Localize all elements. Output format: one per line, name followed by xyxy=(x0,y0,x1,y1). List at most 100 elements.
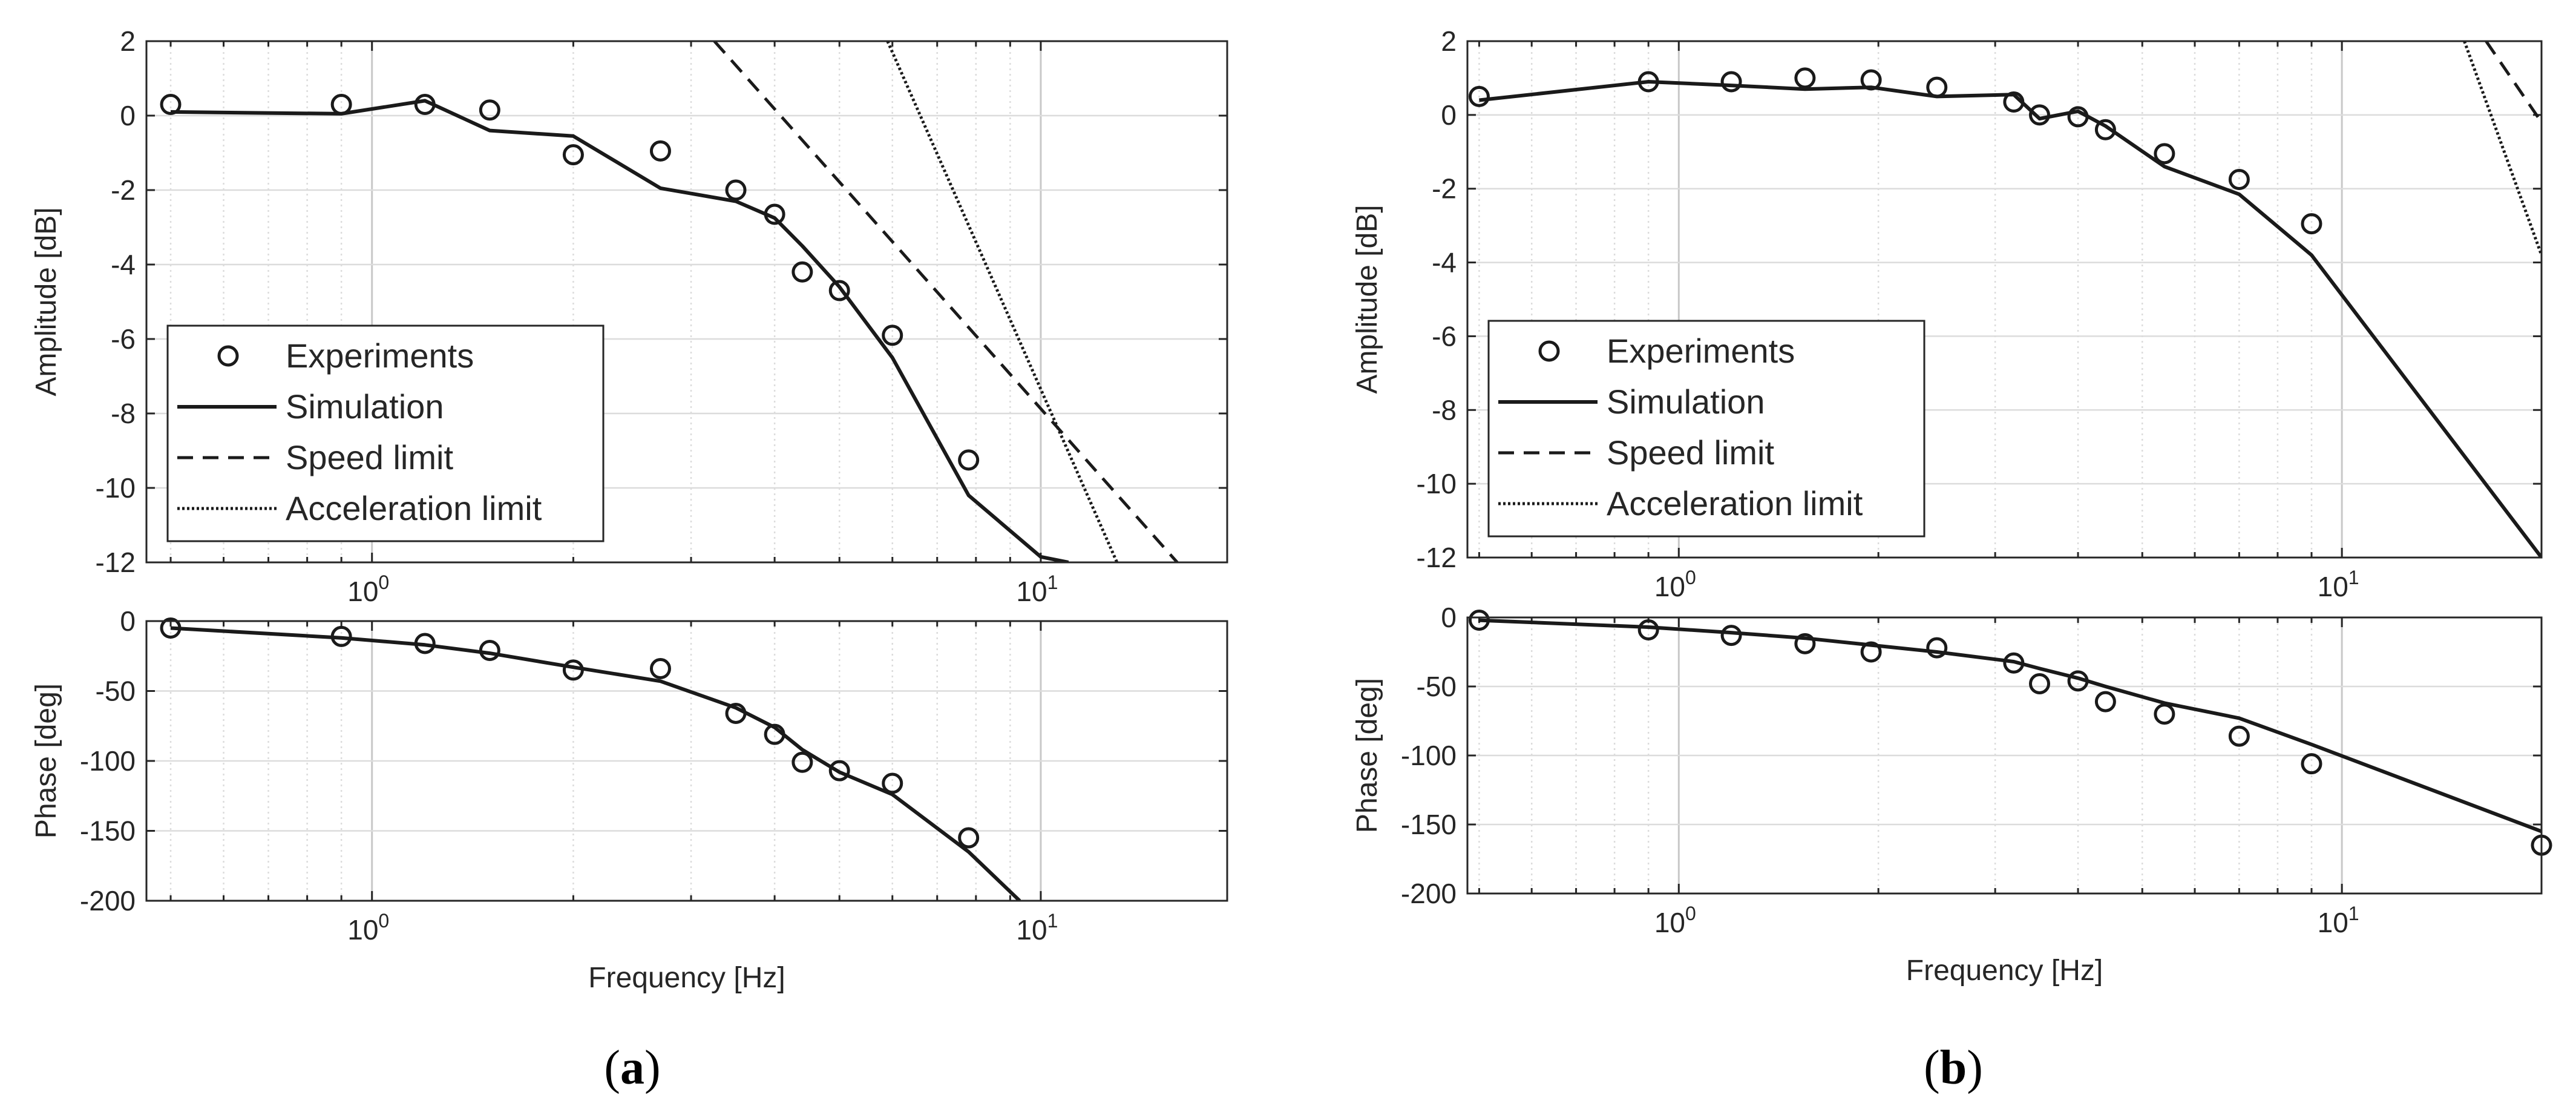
chart-a-phase-xtick-label: 101 xyxy=(1016,910,1058,946)
chart-b-amplitude-ytick-label: 2 xyxy=(1441,25,1457,57)
chart-a-phase-series-experiments-point xyxy=(958,827,980,849)
chart-b-amplitude-legend-box xyxy=(1487,320,1925,538)
chart-a-phase-xtick-label: 100 xyxy=(347,910,389,946)
chart-b-amplitude-series-experiments-point xyxy=(2154,143,2175,165)
chart-b-amplitude-legend: Experiments Simulation Speed limit Accelera… xyxy=(1487,320,1925,538)
chart-b-phase-xtick-label-base: 10 xyxy=(1654,907,1685,938)
panel-b-label-letter: b xyxy=(1940,1041,1967,1094)
chart-a-amplitude-series-experiments-point xyxy=(725,179,747,201)
chart-a-amplitude-xtick-label: 101 xyxy=(1016,571,1058,607)
panel-a-label-letter: a xyxy=(620,1041,644,1094)
chart-a-amplitude-series-simulation-line xyxy=(170,99,1069,562)
chart-a-amplitude-legend: Experiments Simulation Speed limit Accelera… xyxy=(166,324,605,542)
chart-b-amplitude-series-speed-limit-line xyxy=(2485,41,2542,123)
chart-a-amplitude-series-experiments-point xyxy=(160,94,182,116)
chart-a-amplitude-series-experiments-point xyxy=(330,94,352,116)
chart-a-amplitude-ytick-label: 2 xyxy=(120,25,136,57)
chart-b-amplitude-series-group xyxy=(1479,41,2542,558)
chart-b-phase-series-experiments-point xyxy=(1720,625,1742,647)
chart-b-phase-series-experiments-point xyxy=(2301,753,2322,775)
chart-a-amplitude-ytick-label: -4 xyxy=(111,249,136,280)
chart-b-phase-ytick-label: -50 xyxy=(1417,671,1457,702)
chart-a-amplitude-series-group xyxy=(170,41,1179,562)
chart-a-amplitude-series-speed-limit-line xyxy=(713,41,1179,562)
chart-a-phase-series-experiments-point xyxy=(562,659,584,681)
chart-a-amplitude-legend-acceleration-limit-label: Acceleration limit xyxy=(286,489,542,527)
chart-a-amplitude-ytick-label: -6 xyxy=(111,323,136,355)
chart-b-amplitude-xtick-label: 101 xyxy=(2318,567,2359,602)
chart-a-phase-xtick-label-exponent: 0 xyxy=(378,910,389,932)
chart-a-amplitude-series-acceleration-limit-line xyxy=(886,41,1119,562)
chart-b-phase-ytick-label: -100 xyxy=(1401,740,1457,771)
chart-b-amplitude-xtick-label-base: 10 xyxy=(1654,571,1685,602)
chart-a-phase-series-experiments-point xyxy=(764,723,785,745)
chart-a-amplitude-ytick-label: -8 xyxy=(111,398,136,429)
chart-b-amplitude-ylabel: Amplitude [dB] xyxy=(1351,205,1383,393)
chart-b-amplitude-series-experiments-point xyxy=(2067,106,2089,128)
chart-b-amplitude-series-simulation-line xyxy=(1479,80,2542,558)
chart-a-amplitude-ylabel: Amplitude [dB] xyxy=(30,207,62,396)
chart-b-phase-series-experiments-point xyxy=(1637,619,1659,641)
chart-b-phase-ytick-label: 0 xyxy=(1441,602,1457,633)
chart-a-amplitude-legend-experiments-label: Experiments xyxy=(286,337,474,375)
chart-b-phase-ytick-label: -150 xyxy=(1401,809,1457,840)
chart-b-amplitude-ytick-label: -4 xyxy=(1432,247,1457,278)
chart-b-phase-series-group xyxy=(1479,618,2542,834)
chart-a-phase-ylabel: Phase [deg] xyxy=(30,683,62,838)
chart-b-amplitude-ytick-label: -8 xyxy=(1432,394,1457,426)
chart-a-amplitude-series-experiments-point xyxy=(562,144,584,166)
chart-a-amplitude-xtick-label-base: 10 xyxy=(1016,576,1047,607)
chart-a-phase-ytick-label: 0 xyxy=(120,605,136,637)
panel-a-label: (a) xyxy=(604,1041,660,1094)
chart-b-phase-series-experiments-point xyxy=(2094,691,2116,712)
chart-a-phase-series-experiments-point xyxy=(649,658,671,680)
chart-b-phase-ylabel: Phase [deg] xyxy=(1351,678,1383,833)
chart-b-amplitude-series-experiments-point xyxy=(1794,67,1816,89)
chart-b-phase-xtick-label-exponent: 1 xyxy=(2348,903,2359,924)
chart-b-phase-series-experiments-point xyxy=(1794,633,1816,654)
chart-a-amplitude-series-experiments-point xyxy=(958,449,980,471)
chart-b-amplitude-legend-speed-limit-label: Speed limit xyxy=(1607,433,1774,472)
chart-b-amplitude-series-experiments-point xyxy=(1637,71,1659,93)
chart-a-phase-series-experiments-point xyxy=(725,702,747,724)
chart-a-phase-ytick-label: -150 xyxy=(80,815,136,847)
chart-b-phase-series-experiments-point xyxy=(2029,673,2051,694)
chart-b-amplitude-xtick-label-exponent: 0 xyxy=(1685,567,1696,588)
chart-b-amplitude-xtick-label: 100 xyxy=(1654,567,1696,602)
chart-b-phase-xtick-label: 101 xyxy=(2318,903,2359,938)
chart-b-amplitude-series-experiments-point xyxy=(2003,91,2025,113)
chart-a-phase-ytick-label: -50 xyxy=(96,676,136,707)
chart-b-amplitude-series-experiments-point xyxy=(2029,104,2051,126)
chart-b-amplitude-series-acceleration-limit-line xyxy=(2463,41,2542,256)
chart-b-amplitude-series-experiments-point xyxy=(1720,71,1742,93)
chart-a-phase-series-experiments-point xyxy=(882,772,903,794)
chart-b-amplitude-legend-experiments-marker xyxy=(1538,340,1560,362)
chart-a-amplitude-xtick-label: 100 xyxy=(347,571,389,607)
chart-b-amplitude-legend-acceleration-limit-label: Acceleration limit xyxy=(1607,484,1863,522)
chart-b-amplitude-series-experiments-point xyxy=(1926,76,1948,98)
chart-b-amplitude-series-experiments-point xyxy=(1860,69,1882,91)
chart-b-phase-axes-box xyxy=(1466,616,2543,895)
chart-a-phase-xtick-label-exponent: 1 xyxy=(1047,910,1058,932)
chart-b-amplitude-ytick-label: -12 xyxy=(1417,542,1457,573)
chart-b-phase-series-experiments-point xyxy=(1860,641,1882,663)
panel-b-label-close: ) xyxy=(1967,1041,1983,1094)
chart-b-phase-series-experiments-point xyxy=(2228,725,2250,747)
chart-b-amplitude-legend-experiments-label: Experiments xyxy=(1607,332,1795,370)
chart-b-amplitude-series-experiments-point xyxy=(2228,168,2250,190)
chart-b-amplitude-axes-box xyxy=(1466,40,2543,559)
chart-a-phase-ytick-label: -200 xyxy=(80,885,136,916)
chart-a-amplitude-legend-speed-limit-label: Speed limit xyxy=(286,438,453,476)
chart-a-phase-series-experiments-point xyxy=(828,760,850,782)
chart-a-amplitude-xtick-label-exponent: 1 xyxy=(1047,571,1058,593)
chart-b-amplitude-series-experiments-point xyxy=(1468,85,1490,107)
chart-b-phase-series-simulation-line xyxy=(1479,618,2542,834)
chart-a-amplitude-legend-box xyxy=(166,324,605,542)
chart-a-phase-xtick-label-base: 10 xyxy=(1016,914,1047,946)
chart-a-phase-series-simulation-line xyxy=(170,626,1021,901)
chart-b-phase-xtick-label: 100 xyxy=(1654,903,1696,938)
panel-b-label: (b) xyxy=(1924,1041,1983,1094)
